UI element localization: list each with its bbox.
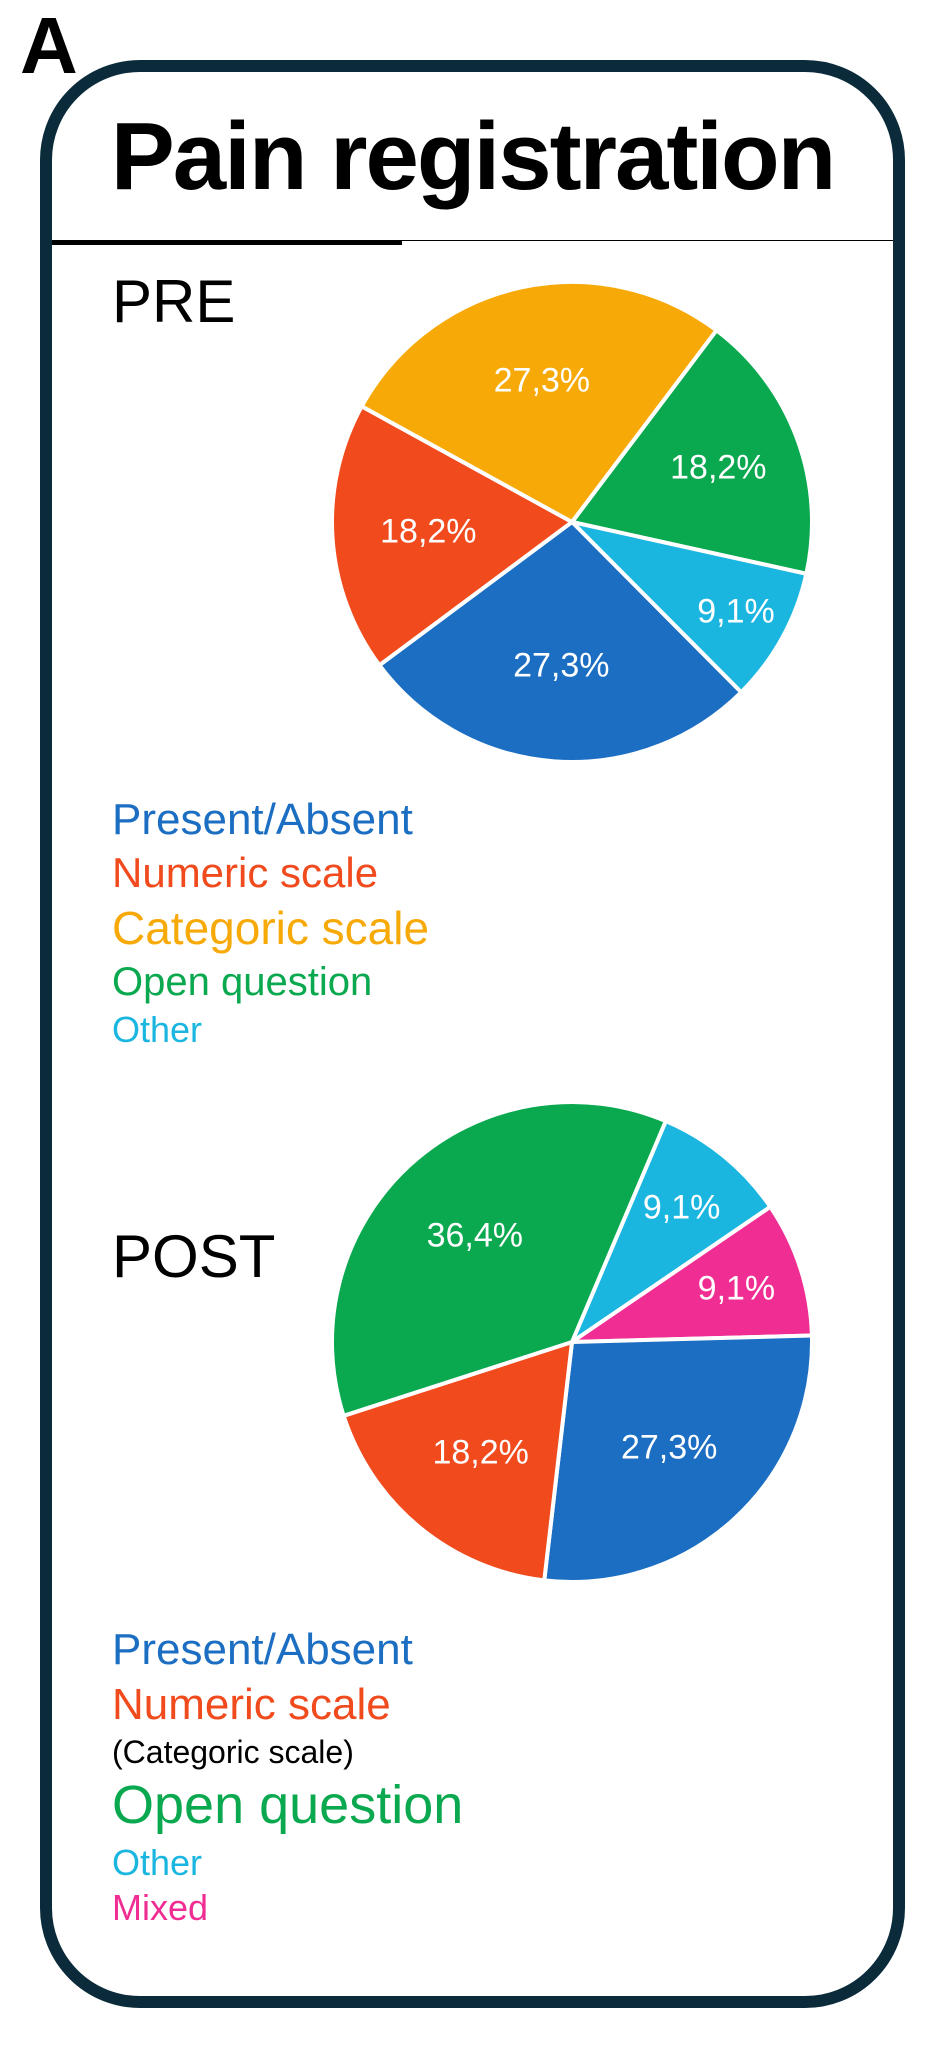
panel-label: A — [20, 0, 78, 92]
legend-item: Numeric scale — [112, 1677, 463, 1732]
legend-item: Numeric scale — [112, 847, 429, 900]
title-rule-accent — [52, 240, 402, 245]
pie-slice-label: 18,2% — [432, 1434, 528, 1473]
legend-item: Present/Absent — [112, 1622, 463, 1677]
legend-item: Open question — [112, 957, 429, 1007]
figure-panel: Pain registration PRE 18,2%9,1%27,3%18,2… — [40, 60, 905, 2008]
pie-slice-label: 9,1% — [697, 593, 775, 632]
post-legend: Present/AbsentNumeric scale(Categoric sc… — [112, 1622, 463, 1930]
pie-slice-label: 27,3% — [494, 362, 590, 401]
pie-slice-label: 18,2% — [380, 512, 476, 551]
pie-slice-label: 18,2% — [670, 448, 766, 487]
post-pie-chart: 9,1% 9,1% 27,3% 18,2% 36,4% — [332, 1102, 812, 1582]
pie-slice-label: 9,1% — [698, 1269, 776, 1308]
pie-slice-label: 27,3% — [513, 646, 609, 685]
legend-item: Mixed — [112, 1885, 463, 1930]
legend-item: (Categoric scale) — [112, 1732, 463, 1772]
legend-item: Open question — [112, 1772, 463, 1840]
panel-title: Pain registration — [52, 102, 893, 212]
pre-legend: Present/AbsentNumeric scaleCategoric sca… — [112, 792, 429, 1052]
pie-slice-label: 27,3% — [621, 1429, 717, 1468]
legend-item: Present/Absent — [112, 792, 429, 847]
post-heading: POST — [112, 1222, 275, 1291]
pie-slice-label: 9,1% — [643, 1189, 721, 1228]
figure-canvas: A Pain registration PRE 18,2%9,1%27,3%18… — [0, 0, 945, 2048]
pre-pie-chart: 18,2% 9,1% 27,3% 18,2% 27,3% — [332, 282, 812, 762]
legend-item: Other — [112, 1840, 463, 1885]
legend-item: Other — [112, 1007, 429, 1052]
pre-heading: PRE — [112, 267, 235, 336]
pie-slice-label: 36,4% — [427, 1216, 523, 1255]
legend-item: Categoric scale — [112, 900, 429, 958]
